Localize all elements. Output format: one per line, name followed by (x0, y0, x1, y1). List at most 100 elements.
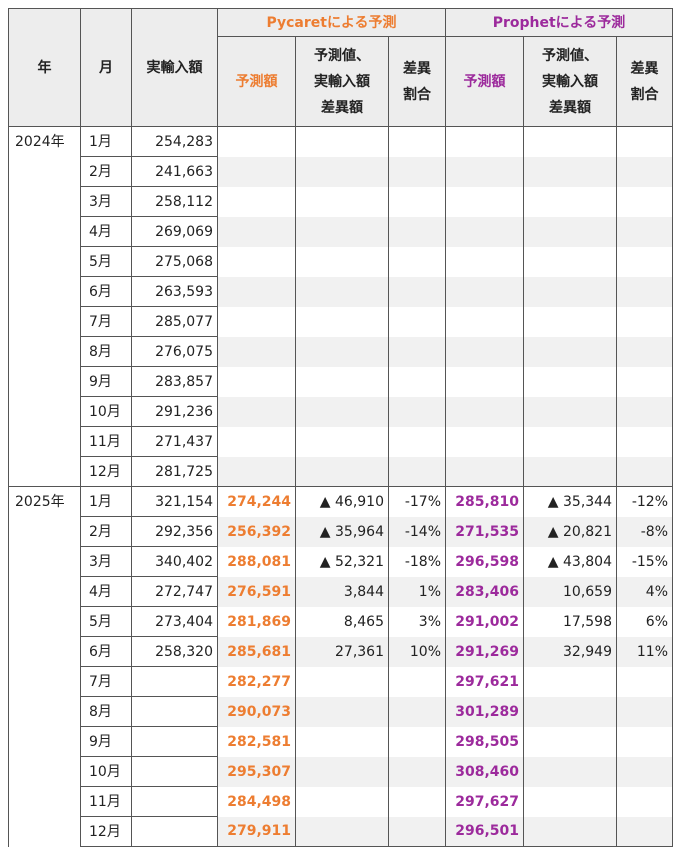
prophet-ratio-cell: 11% (616, 636, 673, 667)
header-row-groups: 年 月 実輸入額 Pycaretによる予測 Prophetによる予測 (8, 8, 673, 127)
prophet-forecast-cell: 291,002 (445, 606, 524, 637)
year-cell: 2025年 (8, 486, 81, 847)
pycaret-difference-cell: 8,465 (295, 606, 389, 637)
prophet-ratio-cell (616, 336, 673, 367)
month-cell: 10月 (80, 756, 132, 787)
pycaret-forecast-cell (217, 246, 296, 277)
pycaret-forecast-cell: 279,911 (217, 816, 296, 847)
header-ratio-line1: 差異 (630, 60, 659, 77)
prophet-forecast-cell (445, 156, 524, 187)
actual-imports-cell (131, 726, 218, 757)
pycaret-forecast-cell (217, 276, 296, 307)
prophet-ratio-cell (616, 816, 673, 847)
prophet-forecast-cell: 296,501 (445, 816, 524, 847)
prophet-forecast-cell (445, 396, 524, 427)
header-prophet-ratio: 差異 割合 (616, 36, 673, 127)
prophet-forecast-cell: 291,269 (445, 636, 524, 667)
header-diff-line1: 予測値、 (314, 47, 370, 64)
prophet-ratio-cell (616, 216, 673, 247)
prophet-forecast-cell (445, 216, 524, 247)
pycaret-forecast-cell (217, 156, 296, 187)
header-pycaret-difference: 予測値、 実輸入額 差異額 (295, 36, 389, 127)
actual-imports-cell: 258,320 (131, 636, 218, 667)
prophet-difference-cell (523, 336, 617, 367)
actual-imports-cell (131, 666, 218, 697)
pycaret-difference-cell (295, 306, 389, 337)
actual-imports-cell: 269,069 (131, 216, 218, 247)
prophet-difference-cell (523, 666, 617, 697)
header-diff-line1: 予測値、 (542, 47, 598, 64)
header-actual-imports: 実輸入額 (131, 8, 218, 127)
header-prophet-group: Prophetによる予測 (445, 8, 673, 37)
pycaret-forecast-cell (217, 216, 296, 247)
table-row: 12月 279,911 296,501 (9, 816, 673, 847)
table-row: 12月 281,725 (9, 456, 673, 487)
pycaret-forecast-cell (217, 396, 296, 427)
prophet-ratio-cell (616, 756, 673, 787)
table-row: 3月 258,112 (9, 186, 673, 217)
pycaret-forecast-cell: 288,081 (217, 546, 296, 577)
pycaret-difference-cell (295, 666, 389, 697)
pycaret-forecast-cell (217, 366, 296, 397)
actual-imports-cell: 275,068 (131, 246, 218, 277)
table-row: 11月 284,498 297,627 (9, 786, 673, 817)
pycaret-difference-cell (295, 216, 389, 247)
actual-imports-cell: 276,075 (131, 336, 218, 367)
prophet-ratio-cell (616, 396, 673, 427)
pycaret-ratio-cell: -18% (388, 546, 446, 577)
table-body: 2024年 1月 254,283 2月 241,663 3月 258,112 4月 269,06… (8, 126, 673, 847)
prophet-difference-cell (523, 816, 617, 847)
month-cell: 2月 (80, 156, 132, 187)
pycaret-ratio-cell (388, 156, 446, 187)
header-month: 月 (80, 8, 132, 127)
pycaret-ratio-cell (388, 426, 446, 457)
table-row: 7月 285,077 (9, 306, 673, 337)
month-cell: 3月 (80, 546, 132, 577)
table-row: 10月 295,307 308,460 (9, 756, 673, 787)
prophet-difference-cell: ▲ 43,804 (523, 546, 617, 577)
pycaret-difference-cell: ▲ 35,964 (295, 516, 389, 547)
pycaret-forecast-cell: 282,277 (217, 666, 296, 697)
pycaret-ratio-cell (388, 696, 446, 727)
prophet-difference-cell (523, 306, 617, 337)
pycaret-forecast-cell: 284,498 (217, 786, 296, 817)
prophet-ratio-cell (616, 306, 673, 337)
prophet-ratio-cell (616, 186, 673, 217)
actual-imports-cell: 291,236 (131, 396, 218, 427)
pycaret-forecast-cell: 276,591 (217, 576, 296, 607)
pycaret-forecast-cell (217, 126, 296, 157)
actual-imports-cell: 254,283 (131, 126, 218, 157)
pycaret-forecast-cell: 274,244 (217, 486, 296, 517)
pycaret-ratio-cell (388, 786, 446, 817)
prophet-forecast-cell (445, 366, 524, 397)
month-cell: 9月 (80, 726, 132, 757)
prophet-ratio-cell (616, 786, 673, 817)
table-row: 8月 290,073 301,289 (9, 696, 673, 727)
pycaret-forecast-cell: 290,073 (217, 696, 296, 727)
prophet-difference-cell: ▲ 20,821 (523, 516, 617, 547)
prophet-difference-cell (523, 426, 617, 457)
pycaret-ratio-cell (388, 306, 446, 337)
header-diff-line2: 実輸入額 (314, 73, 370, 90)
pycaret-ratio-cell (388, 666, 446, 697)
pycaret-ratio-cell (388, 246, 446, 277)
pycaret-forecast-cell: 285,681 (217, 636, 296, 667)
pycaret-difference-cell (295, 276, 389, 307)
pycaret-forecast-cell: 281,869 (217, 606, 296, 637)
prophet-forecast-cell: 297,627 (445, 786, 524, 817)
prophet-forecast-cell (445, 126, 524, 157)
actual-imports-cell: 281,725 (131, 456, 218, 487)
pycaret-forecast-cell (217, 456, 296, 487)
header-row-columns: 予測額 予測値、 実輸入額 差異額 差異 割合 予測額 予測値、 実輸入額 差異… (9, 36, 673, 127)
prophet-difference-cell (523, 156, 617, 187)
prophet-ratio-cell (616, 246, 673, 277)
prophet-forecast-cell (445, 456, 524, 487)
pycaret-ratio-cell: 1% (388, 576, 446, 607)
prophet-difference-cell: 10,659 (523, 576, 617, 607)
pycaret-difference-cell (295, 696, 389, 727)
prophet-difference-cell (523, 726, 617, 757)
actual-imports-cell (131, 696, 218, 727)
actual-imports-cell (131, 786, 218, 817)
prophet-difference-cell (523, 126, 617, 157)
pycaret-ratio-cell (388, 186, 446, 217)
